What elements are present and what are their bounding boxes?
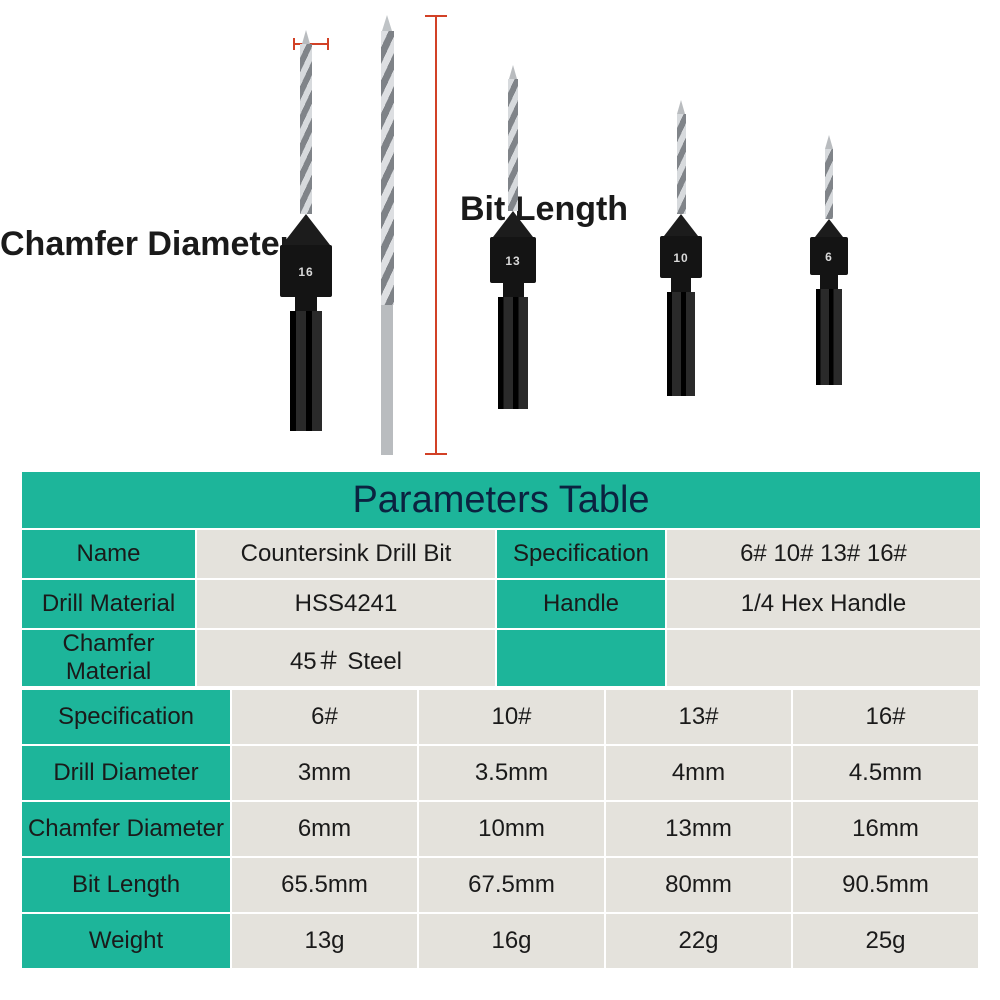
cell-drillmat-value: HSS4241	[196, 579, 496, 629]
row-header: Bit Length	[21, 857, 231, 913]
data-cell: 10mm	[418, 801, 605, 857]
cell-spec-label: Specification	[496, 529, 666, 579]
cell-handle-label: Handle	[496, 579, 666, 629]
dimension-tick-top	[425, 15, 447, 17]
pilot-drill-bit	[376, 15, 398, 455]
data-cell: 90.5mm	[792, 857, 979, 913]
cell-blank-value	[666, 629, 981, 687]
countersink-bit-13: 13	[490, 65, 536, 409]
parameters-table-wrap: Parameters Table Name Countersink Drill …	[20, 470, 980, 970]
dimension-tick-bottom	[425, 453, 447, 455]
row-header: Chamfer Diameter	[21, 801, 231, 857]
bit-number-label: 16	[298, 265, 313, 279]
cell-name-label: Name	[21, 529, 196, 579]
data-cell: 3mm	[231, 745, 418, 801]
data-cell: 22g	[605, 913, 792, 969]
row-header: Specification	[21, 689, 231, 745]
data-cell: 16mm	[792, 801, 979, 857]
data-cell: 13g	[231, 913, 418, 969]
data-cell: 10#	[418, 689, 605, 745]
data-cell: 13#	[605, 689, 792, 745]
cell-handle-value: 1/4 Hex Handle	[666, 579, 981, 629]
data-cell: 16g	[418, 913, 605, 969]
cell-blank-label	[496, 629, 666, 687]
cell-chamfermat-value: 45＃ Steel	[196, 629, 496, 687]
data-cell: 65.5mm	[231, 857, 418, 913]
parameters-table-lower: Specification6#10#13#16# Drill Diameter3m…	[20, 688, 980, 970]
row-header: Weight	[21, 913, 231, 969]
data-cell: 13mm	[605, 801, 792, 857]
diagram-area: Chamfer Diameter Bit Length 16 13 10 6	[0, 0, 1000, 470]
data-cell: 16#	[792, 689, 979, 745]
data-cell: 3.5mm	[418, 745, 605, 801]
cell-drillmat-label: Drill Material	[21, 579, 196, 629]
cell-spec-value: 6# 10# 13# 16#	[666, 529, 981, 579]
data-cell: 67.5mm	[418, 857, 605, 913]
data-cell: 4.5mm	[792, 745, 979, 801]
data-cell: 6#	[231, 689, 418, 745]
data-cell: 25g	[792, 913, 979, 969]
label-bit-length: Bit Length	[460, 190, 628, 229]
data-cell: 80mm	[605, 857, 792, 913]
row-header: Drill Diameter	[21, 745, 231, 801]
data-cell: 6mm	[231, 801, 418, 857]
data-cell: 4mm	[605, 745, 792, 801]
table-title: Parameters Table	[21, 471, 981, 529]
countersink-bit-16: 16	[280, 30, 332, 431]
label-chamfer-diameter: Chamfer Diameter	[0, 225, 293, 264]
cell-chamfermat-label: Chamfer Material	[21, 629, 196, 687]
bit-number-label: 6	[825, 250, 833, 264]
countersink-bit-6: 6	[810, 135, 848, 385]
bit-number-label: 10	[673, 251, 688, 265]
bit-number-label: 13	[505, 254, 520, 268]
dimension-line-bit-length	[435, 15, 437, 455]
parameters-table-upper: Parameters Table Name Countersink Drill …	[20, 470, 982, 688]
countersink-bit-10: 10	[660, 100, 702, 396]
cell-name-value: Countersink Drill Bit	[196, 529, 496, 579]
